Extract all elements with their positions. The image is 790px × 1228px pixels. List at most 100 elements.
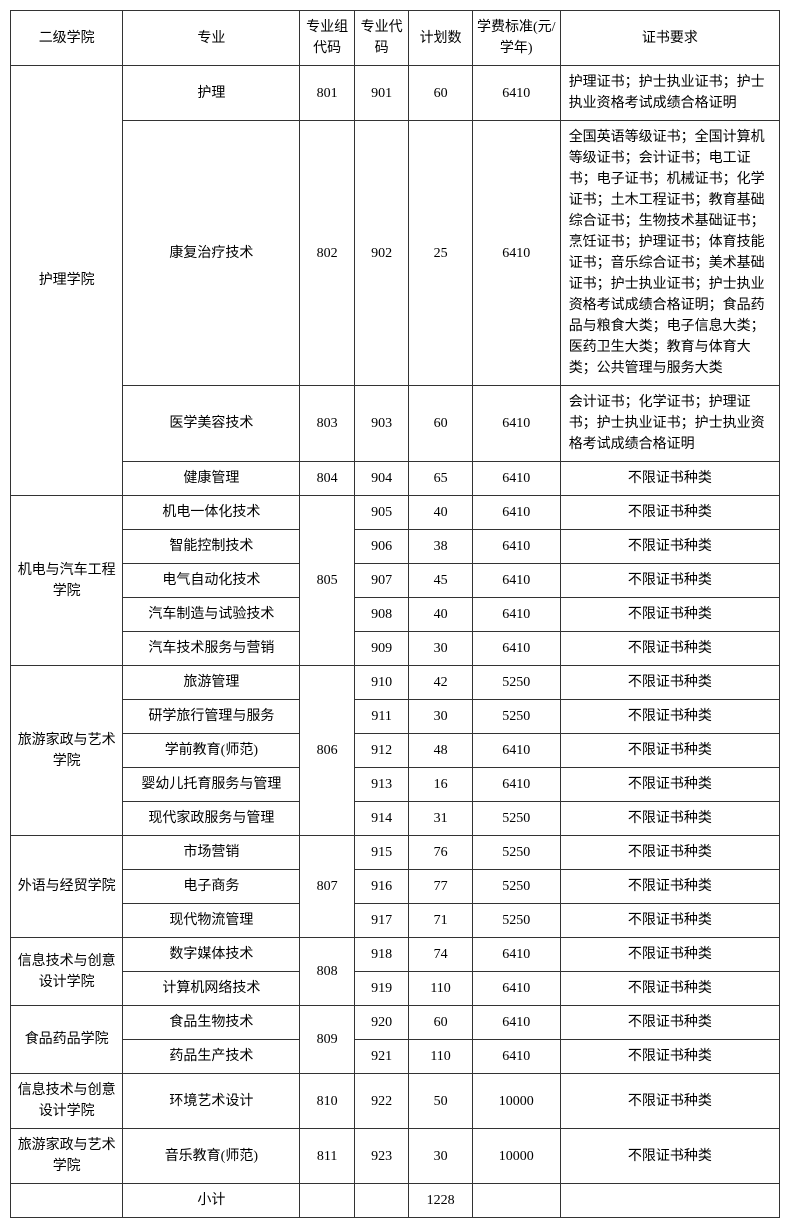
table-row: 医学美容技术803903606410会计证书；化学证书；护理证书；护士执业证书；… (11, 386, 780, 462)
table-row: 护理学院护理801901606410护理证书；护士执业证书；护士执业资格考试成绩… (11, 66, 780, 121)
cell-empty (472, 1184, 560, 1218)
cell-major-code: 917 (354, 904, 409, 938)
cell-major: 医学美容技术 (123, 386, 300, 462)
cell-major-code: 907 (354, 564, 409, 598)
cell-empty (11, 1184, 123, 1218)
cell-major-code: 915 (354, 836, 409, 870)
col-header-fee: 学费标准(元/学年) (472, 11, 560, 66)
cell-major: 现代家政服务与管理 (123, 802, 300, 836)
cell-college: 旅游家政与艺术学院 (11, 1129, 123, 1184)
table-subtotal-row: 小计1228 (11, 1184, 780, 1218)
cell-major: 药品生产技术 (123, 1040, 300, 1074)
cell-fee: 6410 (472, 530, 560, 564)
cell-major: 现代物流管理 (123, 904, 300, 938)
cell-major-code: 922 (354, 1074, 409, 1129)
cell-plan: 76 (409, 836, 472, 870)
cell-major: 电子商务 (123, 870, 300, 904)
cell-plan: 30 (409, 1129, 472, 1184)
cell-cert: 全国英语等级证书；全国计算机等级证书；会计证书；电工证书；电子证书；机械证书；化… (560, 121, 779, 386)
cell-plan: 60 (409, 386, 472, 462)
cell-major-code: 916 (354, 870, 409, 904)
cell-plan: 40 (409, 496, 472, 530)
cell-cert: 不限证书种类 (560, 1006, 779, 1040)
cell-fee: 6410 (472, 66, 560, 121)
table-row: 汽车制造与试验技术908406410不限证书种类 (11, 598, 780, 632)
col-header-cert: 证书要求 (560, 11, 779, 66)
cell-group-code: 806 (300, 666, 355, 836)
cell-fee: 10000 (472, 1074, 560, 1129)
cell-fee: 6410 (472, 632, 560, 666)
table-row: 外语与经贸学院市场营销807915765250不限证书种类 (11, 836, 780, 870)
cell-empty (300, 1184, 355, 1218)
cell-major-code: 901 (354, 66, 409, 121)
cell-empty (560, 1184, 779, 1218)
cell-fee: 5250 (472, 904, 560, 938)
cell-major: 健康管理 (123, 462, 300, 496)
cell-major-code: 920 (354, 1006, 409, 1040)
cell-major-code: 918 (354, 938, 409, 972)
cell-cert: 不限证书种类 (560, 496, 779, 530)
cell-group-code: 810 (300, 1074, 355, 1129)
table-row: 研学旅行管理与服务911305250不限证书种类 (11, 700, 780, 734)
table-row: 信息技术与创意设计学院数字媒体技术808918746410不限证书种类 (11, 938, 780, 972)
cell-group-code: 802 (300, 121, 355, 386)
table-row: 计算机网络技术9191106410不限证书种类 (11, 972, 780, 1006)
cell-college: 外语与经贸学院 (11, 836, 123, 938)
cell-cert: 不限证书种类 (560, 666, 779, 700)
col-header-major: 专业 (123, 11, 300, 66)
cell-plan: 110 (409, 1040, 472, 1074)
cell-cert: 护理证书；护士执业证书；护士执业资格考试成绩合格证明 (560, 66, 779, 121)
cell-fee: 10000 (472, 1129, 560, 1184)
cell-plan: 30 (409, 700, 472, 734)
cell-major-code: 912 (354, 734, 409, 768)
cell-group-code: 801 (300, 66, 355, 121)
cell-plan: 30 (409, 632, 472, 666)
cell-plan: 50 (409, 1074, 472, 1129)
cell-college: 旅游家政与艺术学院 (11, 666, 123, 836)
cell-major: 食品生物技术 (123, 1006, 300, 1040)
cell-major: 数字媒体技术 (123, 938, 300, 972)
cell-fee: 5250 (472, 836, 560, 870)
table-row: 食品药品学院食品生物技术809920606410不限证书种类 (11, 1006, 780, 1040)
cell-plan: 16 (409, 768, 472, 802)
cell-fee: 6410 (472, 938, 560, 972)
table-row: 现代物流管理917715250不限证书种类 (11, 904, 780, 938)
cell-major: 机电一体化技术 (123, 496, 300, 530)
table-row: 旅游家政与艺术学院旅游管理806910425250不限证书种类 (11, 666, 780, 700)
cell-cert: 不限证书种类 (560, 1074, 779, 1129)
cell-cert: 不限证书种类 (560, 870, 779, 904)
cell-major-code: 905 (354, 496, 409, 530)
cell-major: 计算机网络技术 (123, 972, 300, 1006)
cell-plan: 77 (409, 870, 472, 904)
table-row: 旅游家政与艺术学院音乐教育(师范)8119233010000不限证书种类 (11, 1129, 780, 1184)
cell-group-code: 803 (300, 386, 355, 462)
cell-cert: 不限证书种类 (560, 564, 779, 598)
cell-cert: 不限证书种类 (560, 802, 779, 836)
cell-cert: 不限证书种类 (560, 836, 779, 870)
cell-group-code: 807 (300, 836, 355, 938)
table-row: 婴幼儿托育服务与管理913166410不限证书种类 (11, 768, 780, 802)
table-row: 汽车技术服务与营销909306410不限证书种类 (11, 632, 780, 666)
col-header-major-code: 专业代码 (354, 11, 409, 66)
table-row: 康复治疗技术802902256410全国英语等级证书；全国计算机等级证书；会计证… (11, 121, 780, 386)
cell-cert: 不限证书种类 (560, 700, 779, 734)
cell-major-code: 919 (354, 972, 409, 1006)
table-row: 信息技术与创意设计学院环境艺术设计8109225010000不限证书种类 (11, 1074, 780, 1129)
cell-major-code: 913 (354, 768, 409, 802)
cell-fee: 6410 (472, 972, 560, 1006)
cell-plan: 48 (409, 734, 472, 768)
cell-plan: 25 (409, 121, 472, 386)
cell-fee: 6410 (472, 598, 560, 632)
table-row: 智能控制技术906386410不限证书种类 (11, 530, 780, 564)
cell-fee: 5250 (472, 700, 560, 734)
cell-cert: 不限证书种类 (560, 734, 779, 768)
cell-group-code: 804 (300, 462, 355, 496)
table-row: 机电与汽车工程学院机电一体化技术805905406410不限证书种类 (11, 496, 780, 530)
cell-fee: 6410 (472, 564, 560, 598)
cell-plan: 110 (409, 972, 472, 1006)
cell-fee: 5250 (472, 870, 560, 904)
cell-fee: 6410 (472, 734, 560, 768)
table-body: 护理学院护理801901606410护理证书；护士执业证书；护士执业资格考试成绩… (11, 66, 780, 1218)
cell-plan: 65 (409, 462, 472, 496)
cell-cert: 不限证书种类 (560, 938, 779, 972)
